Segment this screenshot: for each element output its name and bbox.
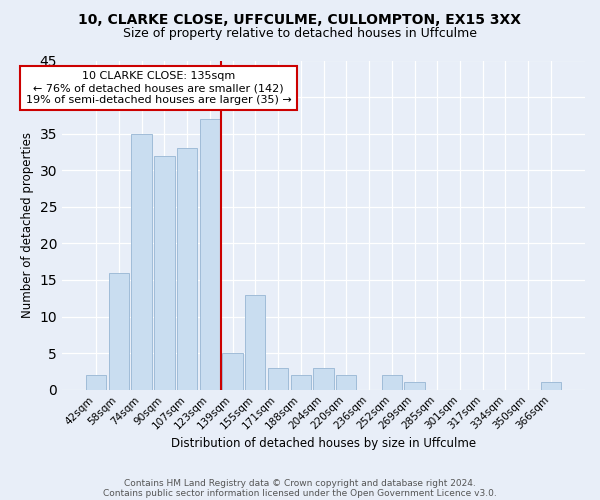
Bar [222,353,243,390]
Bar [154,156,175,390]
Y-axis label: Number of detached properties: Number of detached properties [21,132,34,318]
Text: 10 CLARKE CLOSE: 135sqm
← 76% of detached houses are smaller (142)
19% of semi-d: 10 CLARKE CLOSE: 135sqm ← 76% of detache… [26,72,292,104]
Bar [109,272,129,390]
Bar [336,375,356,390]
Bar [86,375,106,390]
Bar [245,294,265,390]
Bar [313,368,334,390]
Bar [131,134,152,390]
X-axis label: Distribution of detached houses by size in Uffculme: Distribution of detached houses by size … [171,437,476,450]
Bar [200,119,220,390]
Text: Contains public sector information licensed under the Open Government Licence v3: Contains public sector information licen… [103,488,497,498]
Text: Contains HM Land Registry data © Crown copyright and database right 2024.: Contains HM Land Registry data © Crown c… [124,478,476,488]
Bar [177,148,197,390]
Text: 10, CLARKE CLOSE, UFFCULME, CULLOMPTON, EX15 3XX: 10, CLARKE CLOSE, UFFCULME, CULLOMPTON, … [79,12,521,26]
Text: Size of property relative to detached houses in Uffculme: Size of property relative to detached ho… [123,28,477,40]
Bar [541,382,561,390]
Bar [268,368,288,390]
Bar [382,375,402,390]
Bar [290,375,311,390]
Bar [404,382,425,390]
